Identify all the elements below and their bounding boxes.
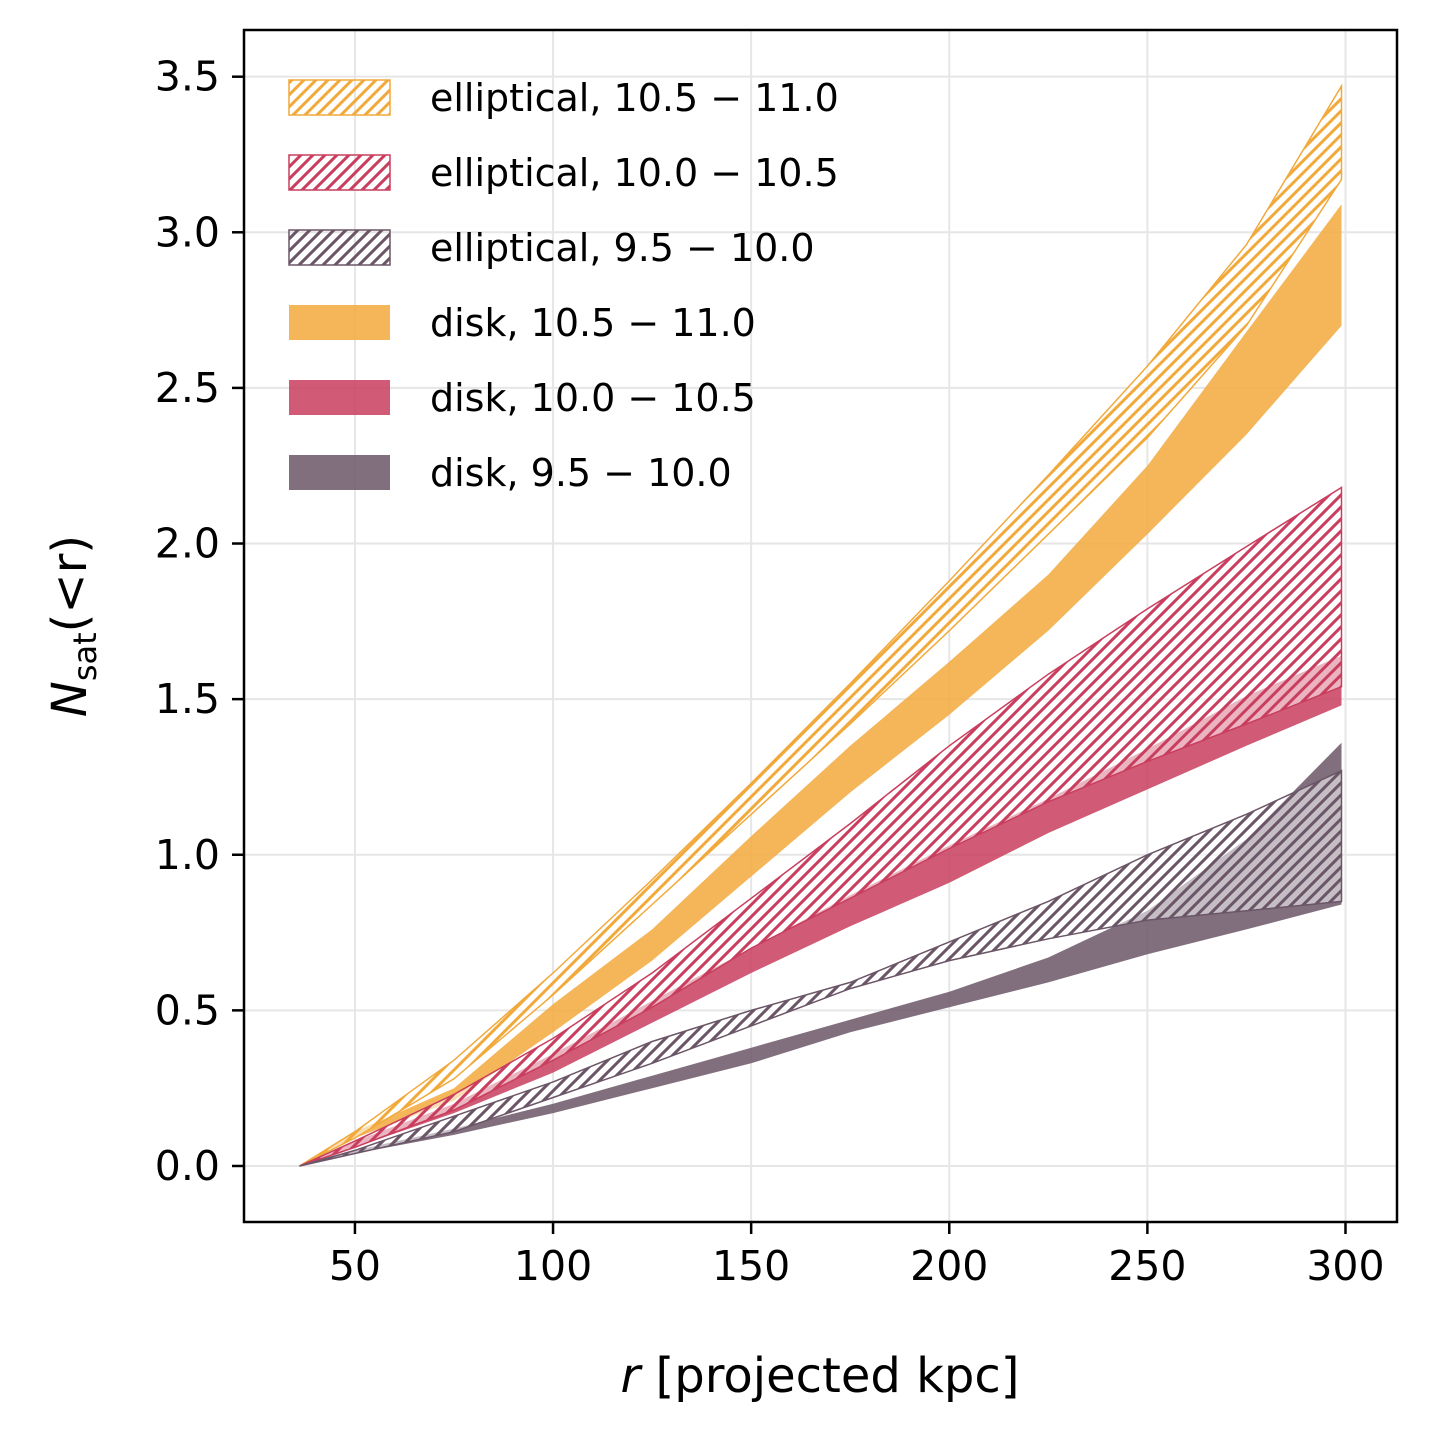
legend-label: disk, 10.0 − 10.5	[430, 376, 756, 420]
legend-label: elliptical, 10.5 − 11.0	[430, 76, 839, 120]
y-tick-label-3: 1.5	[155, 675, 220, 723]
legend-item-elliptical-10-5-11-0: elliptical, 10.5 − 11.0	[288, 76, 839, 120]
y-axis-title: Nsat(<r)	[42, 535, 104, 717]
data-bands	[299, 83, 1343, 1167]
y-tick-label-0: 0.0	[155, 1142, 220, 1190]
legend-swatch	[289, 305, 390, 340]
y-tick-label-5: 2.5	[155, 364, 220, 412]
legend: elliptical, 10.5 − 11.0 elliptical, 10.0 …	[288, 76, 839, 495]
legend-label: disk, 9.5 − 10.0	[430, 451, 732, 495]
x-tick-label-2: 150	[712, 1242, 790, 1290]
band-elliptical-10-0-10-5-hatch	[299, 486, 1343, 1167]
y-tick-label-6: 3.0	[155, 208, 220, 256]
legend-item-disk-10-5-11-0: disk, 10.5 − 11.0	[289, 301, 756, 345]
x-tick-label-4: 250	[1108, 1242, 1186, 1290]
y-tick-label-1: 0.5	[155, 986, 220, 1034]
y-axis: 0.0 0.5 1.0 1.5 2.0 2.5 3.0 3.5	[155, 53, 244, 1190]
x-axis-title-var: r	[621, 1348, 644, 1404]
y-tick-label-4: 2.0	[155, 520, 220, 568]
band-elliptical-10-5-11-0-hatch	[299, 83, 1343, 1167]
y-axis-title-sub: sat	[66, 632, 104, 681]
y-tick-label-2: 1.0	[155, 831, 220, 879]
band-elliptical-10-5-11-0	[299, 83, 1343, 1167]
band-elliptical-9-5-10-0	[299, 769, 1343, 1167]
legend-swatch	[289, 380, 390, 415]
x-axis-title-text: [projected kpc]	[640, 1348, 1019, 1404]
y-axis-title-var: N	[42, 681, 98, 717]
legend-item-disk-10-0-10-5: disk, 10.0 − 10.5	[289, 376, 756, 420]
legend-item-disk-9-5-10-0: disk, 9.5 − 10.0	[289, 451, 732, 495]
y-axis-title-text: (<r)	[42, 535, 98, 632]
legend-swatch	[288, 154, 391, 191]
plot-frame	[242, 28, 1399, 1224]
x-axis-title: r [projected kpc]	[621, 1348, 1020, 1404]
legend-label: elliptical, 10.0 − 10.5	[430, 151, 839, 195]
legend-item-elliptical-10-0-10-5: elliptical, 10.0 − 10.5	[288, 151, 839, 195]
y-tick-label-7: 3.5	[155, 53, 220, 101]
x-tick-label-0: 50	[329, 1242, 381, 1290]
band-elliptical-10-0-10-5	[299, 486, 1343, 1167]
band-elliptical-9-5-10-0-hatch	[299, 769, 1343, 1167]
legend-swatch	[288, 229, 391, 266]
legend-item-elliptical-9-5-10-0: elliptical, 9.5 − 10.0	[288, 226, 815, 270]
band-disk-9-5-10-0	[299, 742, 1342, 1166]
x-axis: 50 100 150 200 250 300	[329, 1222, 1385, 1290]
legend-swatch	[289, 455, 390, 490]
x-tick-label-3: 200	[910, 1242, 988, 1290]
x-tick-label-1: 100	[514, 1242, 592, 1290]
legend-swatch	[288, 79, 391, 116]
x-tick-label-5: 300	[1306, 1242, 1384, 1290]
legend-label: disk, 10.5 − 11.0	[430, 301, 756, 345]
legend-label: elliptical, 9.5 − 10.0	[430, 226, 815, 270]
